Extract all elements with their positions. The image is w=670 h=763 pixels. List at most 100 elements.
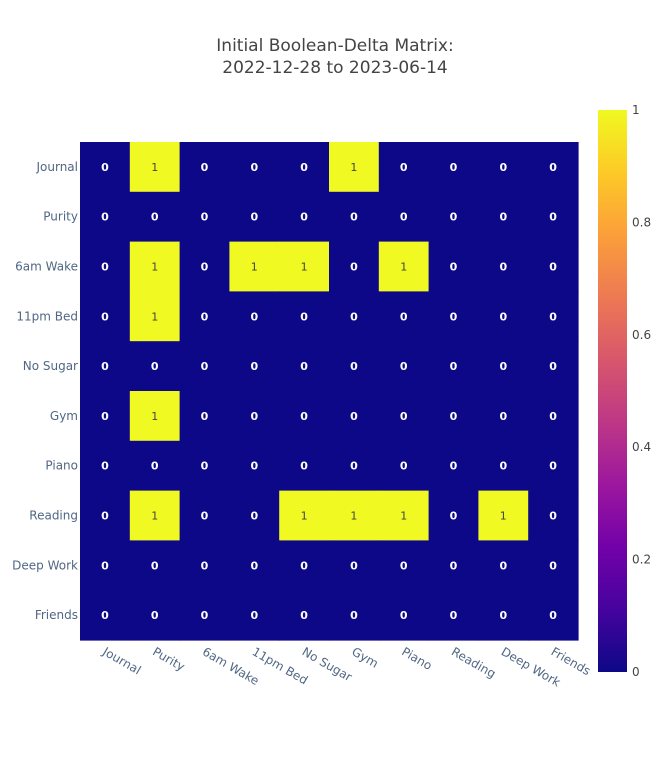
heatmap-cell-r8-c4 [279,540,330,591]
colorbar-tick-0-6: 0.6 [632,328,651,342]
heatmap-cell-label-r6-c0: 0 [101,460,109,473]
heatmap-cell-r9-c9 [528,590,579,641]
heatmap-cell-r4-c1 [129,341,181,392]
heatmap-cell-r7-c3 [229,490,280,541]
heatmap-cell-label-r2-c0: 0 [101,261,109,274]
heatmap-cell-label-r7-c8: 1 [500,510,507,523]
heatmap-cell-label-r3-c9: 0 [549,310,557,323]
heatmap-cell-label-r2-c4: 1 [301,261,308,274]
heatmap-cell-label-r6-c9: 0 [549,460,557,473]
heatmap-cell-label-r0-c9: 0 [549,161,557,174]
heatmap-cell-label-r0-c2: 0 [201,161,209,174]
heatmap-cell-label-r2-c6: 1 [400,261,407,274]
heatmap-cell-r8-c6 [378,540,430,591]
heatmap-cell-r6-c9 [528,440,579,492]
heatmap-cell-r2-c8 [478,241,529,292]
heatmap-cell-label-r1-c5: 0 [350,211,358,224]
heatmap-cell-label-r4-c6: 0 [400,360,408,373]
heatmap-cell-r9-c7 [428,590,479,641]
heatmap-cell-label-r9-c8: 0 [499,609,507,622]
heatmap-cell-r8-c0 [80,540,131,591]
y-tick-gym: Gym [50,409,78,423]
heatmap-cell-label-r2-c2: 0 [201,261,209,274]
heatmap-cell-r6-c3 [229,440,280,492]
y-tick-deep-work: Deep Work [12,558,78,572]
heatmap-cell-label-r9-c2: 0 [201,609,209,622]
heatmap-cell-label-r7-c0: 0 [101,510,109,523]
heatmap-cell-label-r1-c3: 0 [250,211,258,224]
heatmap-cell-label-r1-c1: 0 [151,211,159,224]
heatmap-cell-r7-c8 [478,490,529,541]
heatmap-cell-r7-c0 [80,490,131,541]
heatmap-cell-r4-c6 [378,341,430,392]
heatmap-cell-r5-c1 [129,391,181,442]
heatmap-cell-r2-c5 [329,241,380,292]
heatmap-cell-r6-c6 [378,440,430,492]
heatmap-cell-r6-c1 [129,440,181,492]
heatmap-cell-label-r0-c3: 0 [250,161,258,174]
heatmap-cell-r4-c0 [80,341,131,392]
heatmap-cell-label-r3-c4: 0 [300,310,308,323]
heatmap-cell-label-r3-c2: 0 [201,310,209,323]
heatmap-cell-label-r0-c8: 0 [499,161,507,174]
heatmap-cell-r2-c4 [279,241,330,292]
heatmap-cell-label-r7-c2: 0 [201,510,209,523]
heatmap-cell-r1-c6 [378,191,430,243]
heatmap-cell-label-r8-c3: 0 [250,559,258,572]
heatmap-cell-label-r5-c2: 0 [201,410,209,423]
heatmap-cell-label-r0-c0: 0 [101,161,109,174]
heatmap-cell-label-r9-c0: 0 [101,609,109,622]
x-tick-gym: Gym [349,644,380,670]
y-tick-11pm-bed: 11pm Bed [16,309,78,323]
heatmap-cell-labels: 0 1 0 0 0 1 0 0 0 0 0 0 0 0 0 0 0 0 0 0 0 1 0 1 1 0 1 0 0 0 0 1 0 0 0 0 0 0 0 0… [101,161,557,622]
colorbar-tick-labels: 0 0.2 0.4 0.6 0.8 1 [632,103,651,679]
heatmap-cell-r3-c8 [478,291,529,342]
heatmap-cell-label-r5-c5: 0 [350,410,358,423]
x-tick-journal: Journal [100,644,144,677]
heatmap-cell-r3-c9 [528,291,579,342]
heatmap-cell-label-r6-c6: 0 [400,460,408,473]
heatmap-cell-label-r5-c4: 0 [300,410,308,423]
heatmap-cell-label-r0-c5: 1 [350,161,357,174]
heatmap-cell-r5-c5 [329,391,380,442]
heatmap-cell-r6-c2 [179,440,230,492]
chart-title-line-1: Initial Boolean-Delta Matrix: [216,36,453,56]
heatmap-cell-label-r4-c7: 0 [450,360,458,373]
y-tick-journal: Journal [35,160,78,174]
heatmap-cell-r9-c3 [229,590,280,641]
heatmap-cell-r8-c2 [179,540,230,591]
heatmap-cell-label-r3-c7: 0 [450,310,458,323]
heatmap-cell-r3-c5 [329,291,380,342]
heatmap-cell-label-r8-c6: 0 [400,559,408,572]
heatmap-cell-label-r1-c0: 0 [101,211,109,224]
heatmap-cell-r2-c6 [378,241,430,292]
colorbar-tick-1: 1 [632,103,640,117]
heatmap-cell-label-r8-c2: 0 [201,559,209,572]
heatmap-cell-label-r1-c9: 0 [549,211,557,224]
heatmap-cell-label-r4-c5: 0 [350,360,358,373]
heatmap-cell-r4-c9 [528,341,579,392]
heatmap-cell-r0-c2 [179,142,230,193]
heatmap-cell-r4-c7 [428,341,479,392]
chart-title: Initial Boolean-Delta Matrix: 2022-12-28… [216,36,453,78]
heatmap-cell-r1-c7 [428,191,479,243]
heatmap-cell-r7-c1 [129,490,181,541]
heatmap-cell-label-r9-c6: 0 [400,609,408,622]
heatmap-cell-label-r7-c3: 0 [250,510,258,523]
heatmap-cell-r2-c2 [179,241,230,292]
heatmap-cell-r7-c6 [378,490,430,541]
heatmap-cell-r0-c5 [329,142,380,193]
heatmap-cell-r3-c6 [378,291,430,342]
heatmap-cell-label-r9-c3: 0 [250,609,258,622]
heatmap-cell-label-r7-c4: 1 [301,510,308,523]
heatmap-cell-label-r9-c4: 0 [300,609,308,622]
heatmap-cell-label-r8-c9: 0 [549,559,557,572]
heatmap-cell-label-r8-c8: 0 [499,559,507,572]
heatmap-cell-label-r5-c7: 0 [450,410,458,423]
heatmap-cell-r3-c3 [229,291,280,342]
heatmap-cell-r1-c9 [528,191,579,243]
heatmap-cell-r0-c7 [428,142,479,193]
heatmap-cell-r7-c4 [279,490,330,541]
heatmap-cell-r1-c0 [80,191,131,243]
